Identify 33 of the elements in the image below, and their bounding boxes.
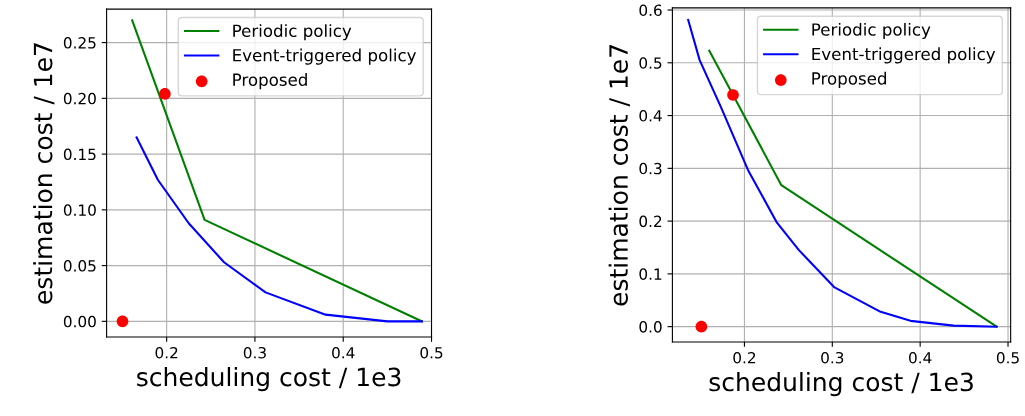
- y-tick-label: 0.0: [639, 321, 662, 333]
- y-tick-label: 0.1: [639, 268, 662, 280]
- y-tick-label: 0.4: [639, 110, 662, 122]
- x-axis-title: scheduling cost / 1e3: [137, 367, 401, 392]
- legend-label: Proposed: [812, 71, 886, 88]
- y-tick-label: 0.05: [63, 260, 96, 272]
- x-axis-title: scheduling cost / 1e3: [709, 372, 973, 397]
- y-tick-label: 0.3: [639, 162, 662, 175]
- y-tick-label: 0.00: [63, 315, 96, 328]
- legend-label: Event-triggered policy: [233, 48, 417, 65]
- legend-label: Periodic policy: [812, 22, 931, 40]
- y-tick-label: 0.25: [63, 37, 96, 49]
- y-axis-title: estimation cost / 1e7: [608, 45, 630, 306]
- legend-label: Proposed: [233, 73, 307, 90]
- x-tick-label: 0.3: [821, 351, 844, 364]
- y-tick-label: 0.15: [63, 148, 96, 161]
- x-tick-label: 0.2: [155, 346, 178, 359]
- y-tick-label: 0.10: [63, 204, 96, 216]
- x-tick-label: 0.4: [909, 351, 932, 364]
- y-tick-label: 0.2: [639, 215, 662, 228]
- line-series: [135, 136, 423, 323]
- x-tick-label: 0.4: [332, 346, 355, 359]
- x-tick-label: 0.3: [243, 346, 266, 359]
- y-tick-label: 0.6: [639, 4, 662, 17]
- x-tick-label: 0.5: [420, 346, 443, 359]
- line-series: [687, 19, 998, 328]
- y-tick-label: 0.20: [63, 92, 96, 105]
- legend-label: Periodic policy: [233, 24, 352, 41]
- y-tick-label: 0.5: [639, 57, 662, 69]
- y-axis-title: estimation cost / 1e7: [33, 43, 55, 304]
- x-tick-label: 0.2: [733, 351, 756, 364]
- legend-label: Event-triggered policy: [812, 47, 996, 64]
- x-tick-label: 0.5: [996, 351, 1019, 364]
